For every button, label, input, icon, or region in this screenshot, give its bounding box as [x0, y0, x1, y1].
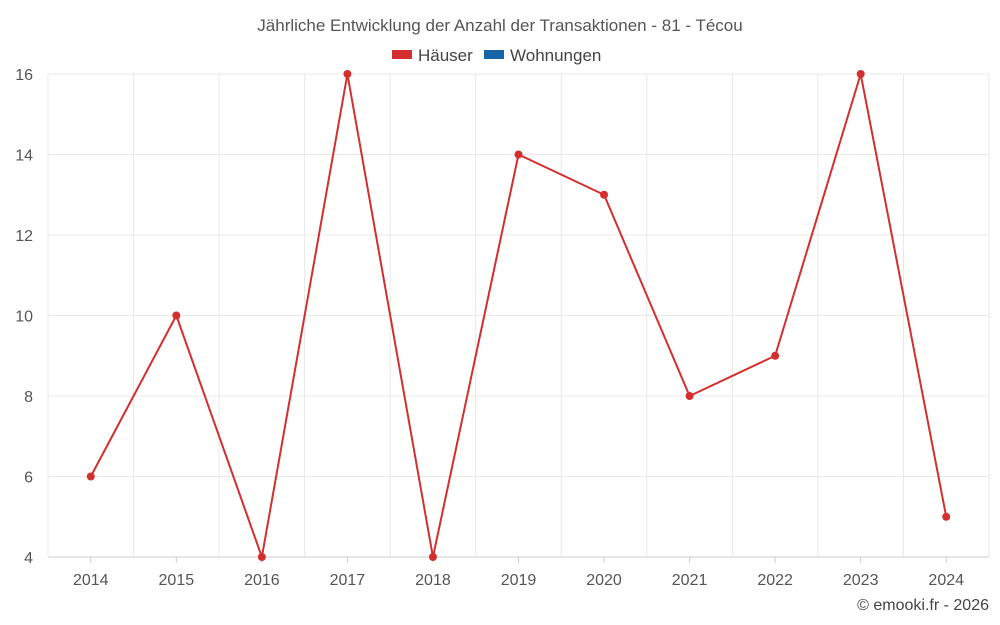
legend-swatch-haeuser [392, 50, 412, 59]
y-tick-label: 6 [24, 470, 33, 487]
legend-label-wohnungen: Wohnungen [510, 46, 601, 65]
chart-title: Jährliche Entwicklung der Anzahl der Tra… [257, 16, 742, 35]
axes: 4 6 8 10 12 14 16 2014 2015 2016 2017 2018 2019 2020 2… [15, 67, 989, 589]
x-tick-label: 2014 [73, 572, 109, 589]
credit-text: © emooki.fr - 2026 [857, 597, 989, 614]
data-point[interactable] [942, 512, 951, 521]
data-point[interactable] [514, 150, 523, 159]
y-tick-label: 4 [24, 550, 33, 567]
legend-swatch-wohnungen [484, 50, 504, 59]
x-tick-label: 2015 [159, 572, 195, 589]
x-tick-label: 2018 [415, 572, 451, 589]
x-tick-label: 2016 [244, 572, 280, 589]
y-tick-label: 16 [15, 67, 33, 84]
legend: Häuser Wohnungen [392, 46, 601, 65]
series-layer [86, 70, 951, 561]
y-tick-label: 12 [15, 228, 33, 245]
data-point[interactable] [257, 553, 266, 561]
y-tick-label: 10 [15, 309, 33, 326]
x-tick-label: 2019 [501, 572, 537, 589]
data-point[interactable] [600, 190, 609, 199]
data-point[interactable] [856, 70, 865, 78]
data-point[interactable] [343, 70, 352, 78]
x-tick-label: 2017 [330, 572, 366, 589]
data-point[interactable] [172, 311, 181, 320]
legend-item-wohnungen[interactable]: Wohnungen [484, 46, 601, 65]
legend-item-haeuser[interactable]: Häuser [392, 46, 473, 65]
y-tick-label: 8 [24, 389, 33, 406]
data-point[interactable] [685, 392, 694, 400]
y-tick-label: 14 [15, 148, 33, 165]
data-point[interactable] [771, 351, 780, 360]
data-point[interactable] [428, 553, 437, 561]
grid [47, 73, 990, 557]
x-tick-label: 2023 [843, 572, 879, 589]
x-tick-label: 2021 [672, 572, 708, 589]
x-tick-label: 2024 [928, 572, 964, 589]
x-tick-label: 2022 [757, 572, 793, 589]
legend-label-haeuser: Häuser [418, 46, 473, 65]
x-tick-label: 2020 [586, 572, 622, 589]
data-point[interactable] [86, 472, 95, 481]
